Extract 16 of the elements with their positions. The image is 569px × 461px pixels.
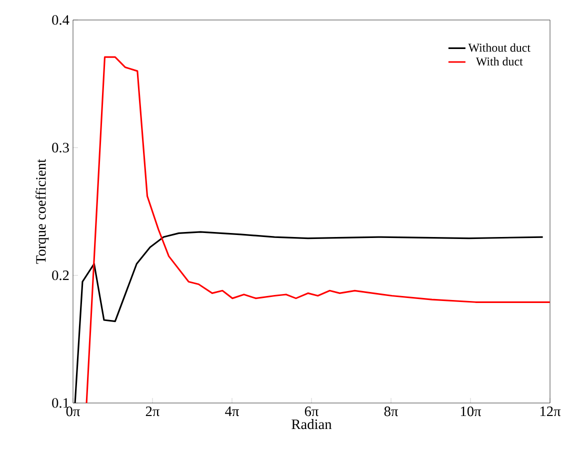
line-series (86, 56, 550, 403)
y-tick-label: 0.2 (52, 270, 69, 280)
x-tick-label: 6π (304, 406, 319, 416)
x-tick-label: 0π (66, 406, 80, 416)
y-axis-title: Torque coefficient (36, 159, 49, 264)
legend-label: Without duct (468, 43, 530, 52)
y-tick-label: 0.1 (52, 398, 69, 408)
y-tick-label: 0.3 (52, 142, 69, 153)
y-tick-label: 0.4 (52, 15, 70, 25)
x-tick-label: 12π (540, 406, 561, 416)
x-tick-label: 4π (225, 406, 239, 416)
legend-label: With duct (476, 57, 523, 66)
x-axis-title: Radian (292, 419, 332, 430)
x-tick-label: 2π (146, 406, 160, 416)
x-tick-label: 10π (460, 406, 482, 416)
x-tick-label: 8π (384, 406, 398, 416)
